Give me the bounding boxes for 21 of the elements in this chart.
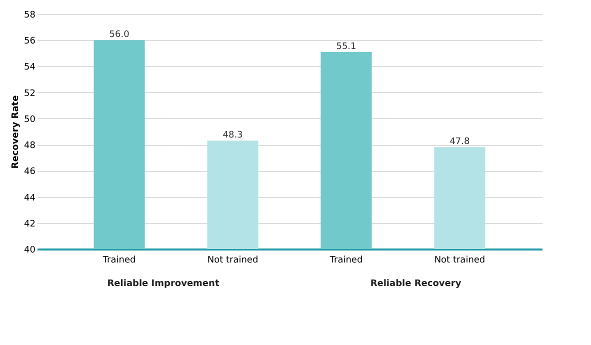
x-tick-label: Not trained — [207, 256, 258, 266]
y-tick-label: 58 — [24, 10, 36, 20]
y-tick-label: 48 — [24, 141, 36, 152]
y-tick-label: 52 — [24, 88, 36, 99]
y-tick-label: 42 — [24, 219, 36, 230]
text: Reliable Improvement — [107, 279, 220, 289]
data-label: 55.1 — [336, 42, 356, 52]
y-axis-title: Recovery Rate — [11, 95, 22, 169]
y-tick-label: 44 — [24, 193, 36, 204]
x-tick-label: Trained — [102, 256, 136, 266]
y-tick-label: 46 — [24, 167, 36, 178]
data-label: 56.0 — [109, 30, 130, 40]
data-label: 47.8 — [450, 137, 470, 148]
x-tick-label: Not trained — [434, 256, 486, 266]
text: Reliable Recovery — [370, 279, 462, 289]
y-tick-label: 40 — [24, 246, 36, 256]
y-tick-label: 50 — [24, 114, 36, 125]
y-tick-label: 54 — [24, 62, 36, 73]
data-label: 48.3 — [222, 130, 243, 141]
y-tick-label: 56 — [24, 36, 36, 47]
x-tick-label: Trained — [328, 256, 363, 266]
